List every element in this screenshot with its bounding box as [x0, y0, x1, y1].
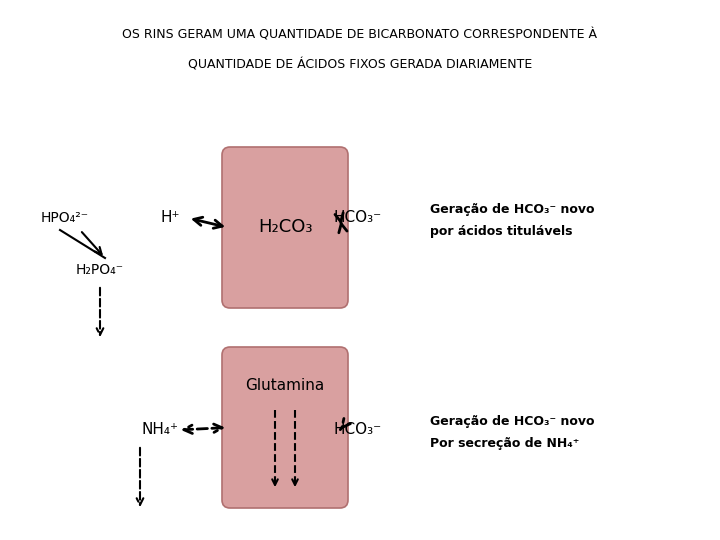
Text: Por secreção de NH₄⁺: Por secreção de NH₄⁺ — [430, 437, 580, 450]
Text: H₂PO₄⁻: H₂PO₄⁻ — [76, 263, 124, 277]
Text: H₂CO₃: H₂CO₃ — [258, 219, 312, 237]
Text: Geração de HCO₃⁻ novo: Geração de HCO₃⁻ novo — [430, 415, 595, 429]
Text: QUANTIDADE DE ÁCIDOS FIXOS GERADA DIARIAMENTE: QUANTIDADE DE ÁCIDOS FIXOS GERADA DIARIA… — [188, 58, 532, 71]
Text: por ácidos titulávels: por ácidos titulávels — [430, 226, 572, 239]
Text: HPO₄²⁻: HPO₄²⁻ — [41, 211, 89, 225]
FancyBboxPatch shape — [222, 147, 348, 308]
Text: HCO₃⁻: HCO₃⁻ — [334, 211, 382, 226]
FancyBboxPatch shape — [222, 347, 348, 508]
Text: Geração de HCO₃⁻ novo: Geração de HCO₃⁻ novo — [430, 204, 595, 217]
Text: HCO₃⁻: HCO₃⁻ — [334, 422, 382, 437]
Text: OS RINS GERAM UMA QUANTIDADE DE BICARBONATO CORRESPONDENTE À: OS RINS GERAM UMA QUANTIDADE DE BICARBON… — [122, 29, 598, 42]
Text: Glutamina: Glutamina — [246, 377, 325, 393]
Text: H⁺: H⁺ — [161, 211, 180, 226]
Text: NH₄⁺: NH₄⁺ — [142, 422, 179, 437]
